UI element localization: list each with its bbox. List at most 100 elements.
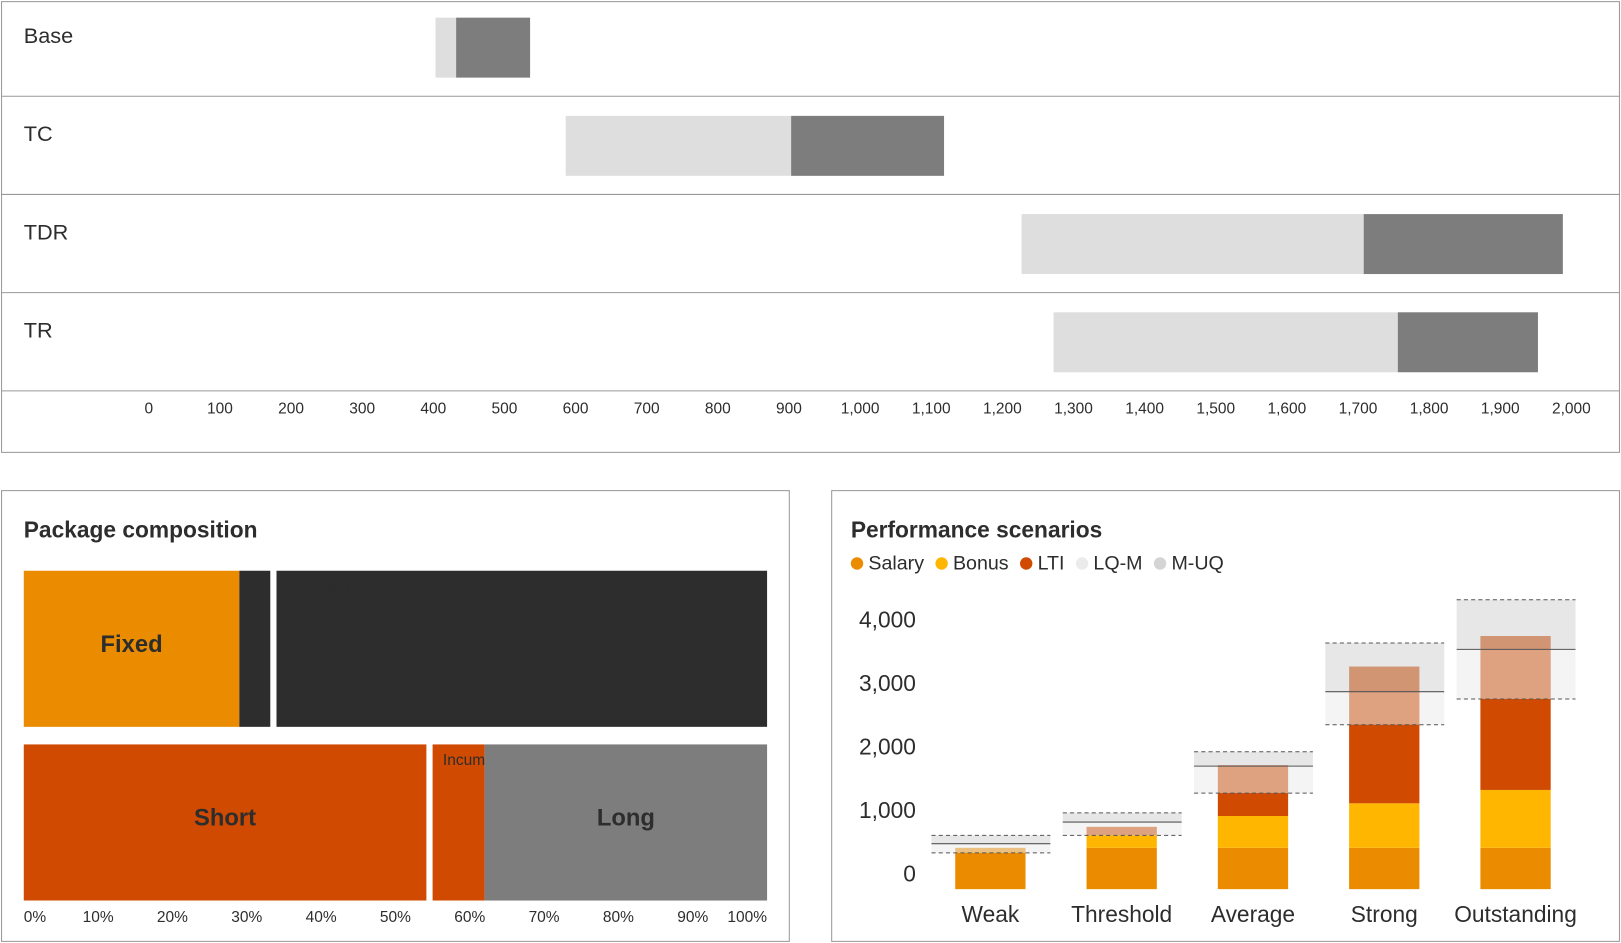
legend-marker: [935, 557, 948, 570]
bar-segment: [1480, 847, 1551, 890]
legend-marker: [1075, 557, 1089, 570]
y-tick-label: 2,000: [859, 734, 916, 760]
legend-marker: [1020, 557, 1033, 570]
x-tick-label: Threshold: [1071, 901, 1172, 927]
y-tick-label: 3,000: [859, 670, 916, 696]
scenario-panel: [831, 490, 1620, 942]
bar-segment: [1349, 803, 1420, 848]
row-label: TR: [24, 318, 53, 343]
legend-label: LQ-M: [1093, 553, 1142, 575]
range-lq-m: [1325, 691, 1445, 725]
legend-marker: [850, 557, 864, 570]
panel-title: Performance scenarios: [851, 516, 1102, 542]
range-m-uq: [931, 835, 1051, 844]
x-tick-label: Strong: [1351, 901, 1418, 927]
range-lq-m: [1194, 766, 1313, 794]
range-lower: [1021, 214, 1364, 275]
legend-marker: [1153, 557, 1167, 570]
range-m-uq: [1456, 599, 1576, 650]
x-tick-label: 100: [207, 401, 233, 418]
x-tick-label: 1,900: [1481, 401, 1520, 418]
range-m-uq: [1194, 751, 1313, 767]
x-tick-label: 1,600: [1267, 401, 1306, 418]
segment: [23, 744, 427, 901]
x-tick-label: 0: [145, 401, 154, 418]
x-tick-label: 1,500: [1196, 401, 1235, 418]
range-lq-m: [1062, 822, 1182, 836]
range-lower: [1053, 312, 1398, 373]
composition-panel: [1, 490, 790, 942]
x-tick-label: Outstanding: [1454, 901, 1577, 927]
bar-segment: [1086, 835, 1157, 848]
x-tick-label: 20%: [157, 909, 188, 926]
x-tick-label: 200: [278, 401, 304, 418]
range-upper: [1397, 312, 1538, 373]
bar-segment: [1217, 816, 1289, 848]
x-tick-label: 900: [776, 401, 802, 418]
x-tick-label: 1,100: [912, 401, 951, 418]
segment-label: Long: [597, 805, 655, 832]
legend-label: Salary: [868, 553, 924, 575]
legend-label: Bonus: [953, 553, 1009, 575]
segment-label: Variable: [476, 631, 567, 658]
segment: [432, 744, 485, 901]
x-tick-label: 1,400: [1125, 401, 1164, 418]
row-label: Base: [24, 23, 73, 48]
x-tick-label: 2,000: [1552, 401, 1591, 418]
y-tick-label: 1,000: [859, 797, 916, 823]
segment: [239, 570, 271, 727]
x-tick-label: Average: [1211, 901, 1295, 927]
range-upper: [791, 115, 945, 176]
x-tick-label: 0%: [24, 909, 47, 926]
legend-label: M-UQ: [1171, 553, 1223, 575]
x-tick-label: 1,300: [1054, 401, 1093, 418]
x-tick-label: 400: [420, 401, 446, 418]
x-tick-label: Weak: [962, 901, 1020, 927]
range-lq-m: [1456, 649, 1576, 699]
x-tick-label: 100%: [727, 909, 767, 926]
segment-label: Fixed: [101, 631, 163, 658]
x-tick-label: 40%: [306, 909, 337, 926]
segment: [276, 570, 768, 727]
x-tick-label: 700: [634, 401, 660, 418]
x-tick-label: 1,000: [841, 401, 880, 418]
segment: [484, 744, 768, 901]
x-tick-label: 600: [563, 401, 589, 418]
row-label: TDR: [24, 219, 69, 244]
panel-title: Package composition: [24, 516, 258, 542]
segment-label: Short: [194, 805, 256, 832]
x-tick-label: 60%: [454, 909, 485, 926]
range-lower: [565, 115, 792, 176]
bar-segment: [1086, 847, 1157, 890]
range-upper: [456, 17, 531, 78]
x-tick-label: 1,800: [1410, 401, 1449, 418]
x-tick-label: 90%: [677, 909, 708, 926]
bar-segment: [955, 847, 1026, 890]
range-panel: [1, 1, 1620, 453]
range-upper: [1363, 214, 1563, 275]
x-tick-label: 500: [492, 401, 518, 418]
bar-segment: [1349, 847, 1420, 890]
x-tick-label: 70%: [529, 909, 560, 926]
segment: [23, 570, 240, 727]
range-m-uq: [1325, 643, 1445, 692]
y-tick-label: 0: [903, 861, 916, 887]
range-m-uq: [1062, 812, 1182, 823]
x-tick-label: 800: [705, 401, 731, 418]
bar-segment: [1480, 789, 1551, 848]
x-tick-label: 80%: [603, 909, 634, 926]
legend-label: LTI: [1038, 553, 1065, 575]
x-tick-label: 1,200: [983, 401, 1022, 418]
range-lower: [435, 17, 457, 78]
bar-segment: [1217, 847, 1289, 890]
x-tick-label: 10%: [83, 909, 114, 926]
x-tick-label: 50%: [380, 909, 411, 926]
row-label: TC: [24, 121, 53, 146]
x-tick-label: 300: [349, 401, 375, 418]
y-tick-label: 4,000: [859, 606, 916, 632]
range-lq-m: [931, 843, 1051, 853]
x-tick-label: 30%: [231, 909, 262, 926]
x-tick-label: 1,700: [1339, 401, 1378, 418]
